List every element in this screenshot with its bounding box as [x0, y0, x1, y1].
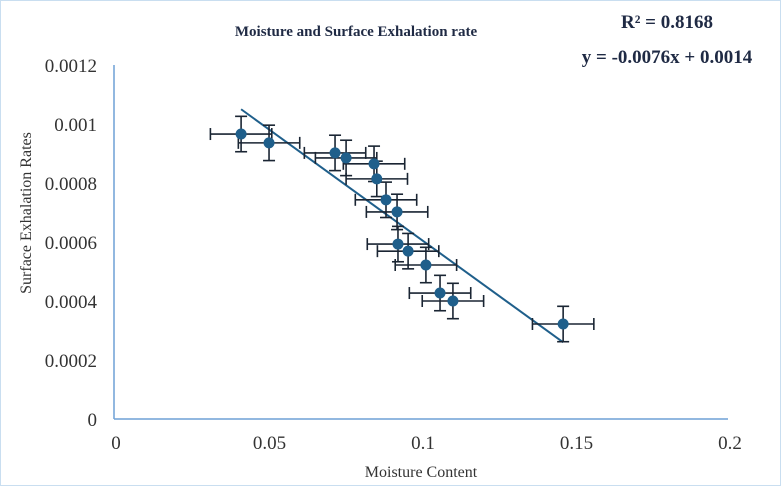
data-point: [557, 318, 569, 330]
data-points: [235, 128, 569, 330]
data-point: [402, 245, 414, 257]
y-axis-label: Surface Exhalation Rates: [18, 132, 35, 294]
x-axis-label: Moisture Content: [365, 464, 478, 481]
chart-title: Moisture and Surface Exhalation rate: [235, 24, 478, 40]
data-point: [235, 128, 247, 140]
y-tick-label: 0.0004: [45, 292, 98, 313]
y-tick-label: 0.0006: [45, 233, 97, 254]
x-tick-label: 0: [111, 433, 121, 454]
data-point: [391, 206, 403, 218]
error-bars: [209, 115, 595, 343]
x-tick-label: 0.2: [718, 433, 742, 454]
y-tick-label: 0.001: [54, 115, 97, 136]
data-point: [380, 194, 392, 206]
data-point: [371, 173, 383, 185]
x-tick-label: 0.1: [411, 433, 435, 454]
x-tick-label: 0.05: [253, 433, 286, 454]
trendline-equation-label: y = -0.0076x + 0.0014: [582, 47, 753, 68]
axes: [113, 65, 728, 420]
data-point: [263, 137, 275, 149]
data-point: [340, 152, 352, 164]
data-point: [447, 295, 459, 307]
y-tick-label: 0.0012: [45, 56, 97, 77]
y-tick-label: 0.0008: [45, 174, 97, 195]
data-point: [392, 238, 404, 250]
data-point: [329, 147, 341, 159]
data-point: [368, 158, 380, 170]
x-tick-labels: 0 0.05 0.1 0.15 0.2: [111, 433, 742, 454]
data-point: [420, 259, 432, 271]
y-tick-labels: 0 0.0002 0.0004 0.0006 0.0008 0.001 0.0012: [45, 56, 98, 431]
x-tick-label: 0.15: [560, 433, 593, 454]
y-tick-label: 0: [88, 410, 98, 431]
r-squared-label: R² = 0.8168: [621, 12, 713, 33]
y-tick-label: 0.0002: [45, 351, 97, 372]
data-point: [434, 287, 446, 299]
